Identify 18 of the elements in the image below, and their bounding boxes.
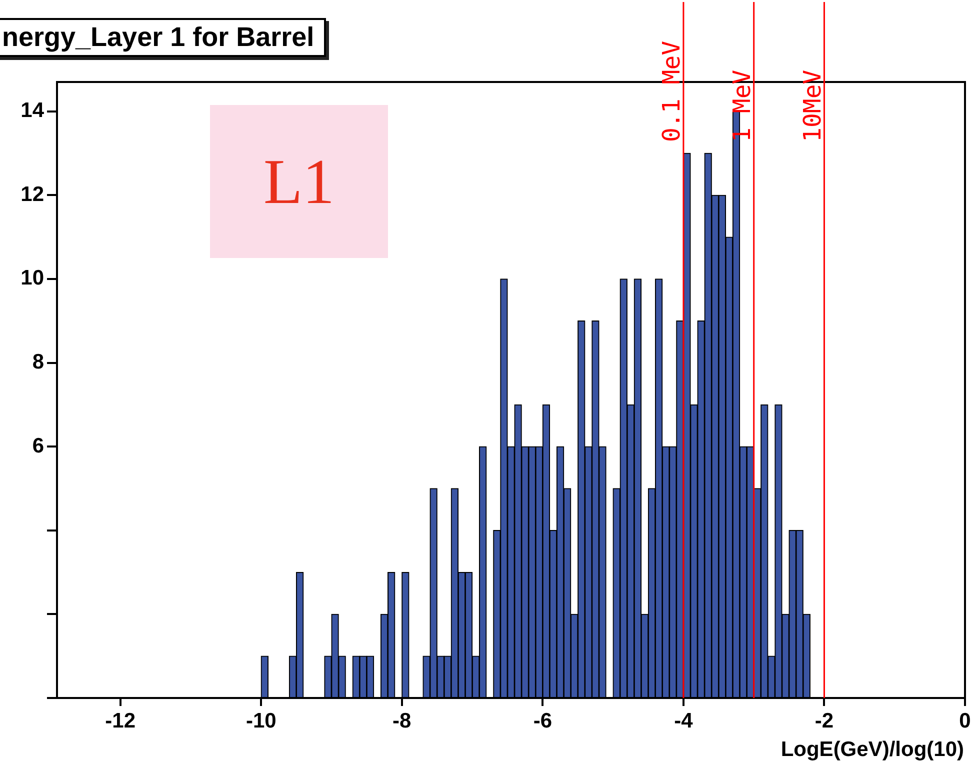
x-tick-label: -2 — [814, 709, 834, 732]
y-tick-label: 8 — [32, 350, 44, 374]
x-tick-label: -8 — [392, 709, 412, 732]
x-tick-label: -4 — [674, 709, 694, 732]
x-tick-label: -10 — [246, 709, 276, 732]
y-tick-label: 10 — [20, 266, 44, 290]
ref-line-label: 0.1 MeV — [658, 40, 686, 142]
y-tick-label: 6 — [32, 434, 44, 458]
x-tick-label: 0 — [959, 709, 971, 732]
y-tick-label: 12 — [20, 182, 44, 206]
ref-line-label: 10MeV — [798, 70, 826, 142]
chart-title: nergy_Layer 1 for Barrel — [0, 18, 326, 57]
annotation: L1 — [210, 105, 388, 258]
ref-line-label: 1 MeV — [728, 70, 756, 142]
y-tick-label: 14 — [20, 99, 44, 122]
x-tick-label: -6 — [533, 709, 552, 732]
x-axis-title: LogE(GeV)/log(10) — [780, 738, 964, 762]
x-tick-label: -12 — [105, 709, 136, 732]
